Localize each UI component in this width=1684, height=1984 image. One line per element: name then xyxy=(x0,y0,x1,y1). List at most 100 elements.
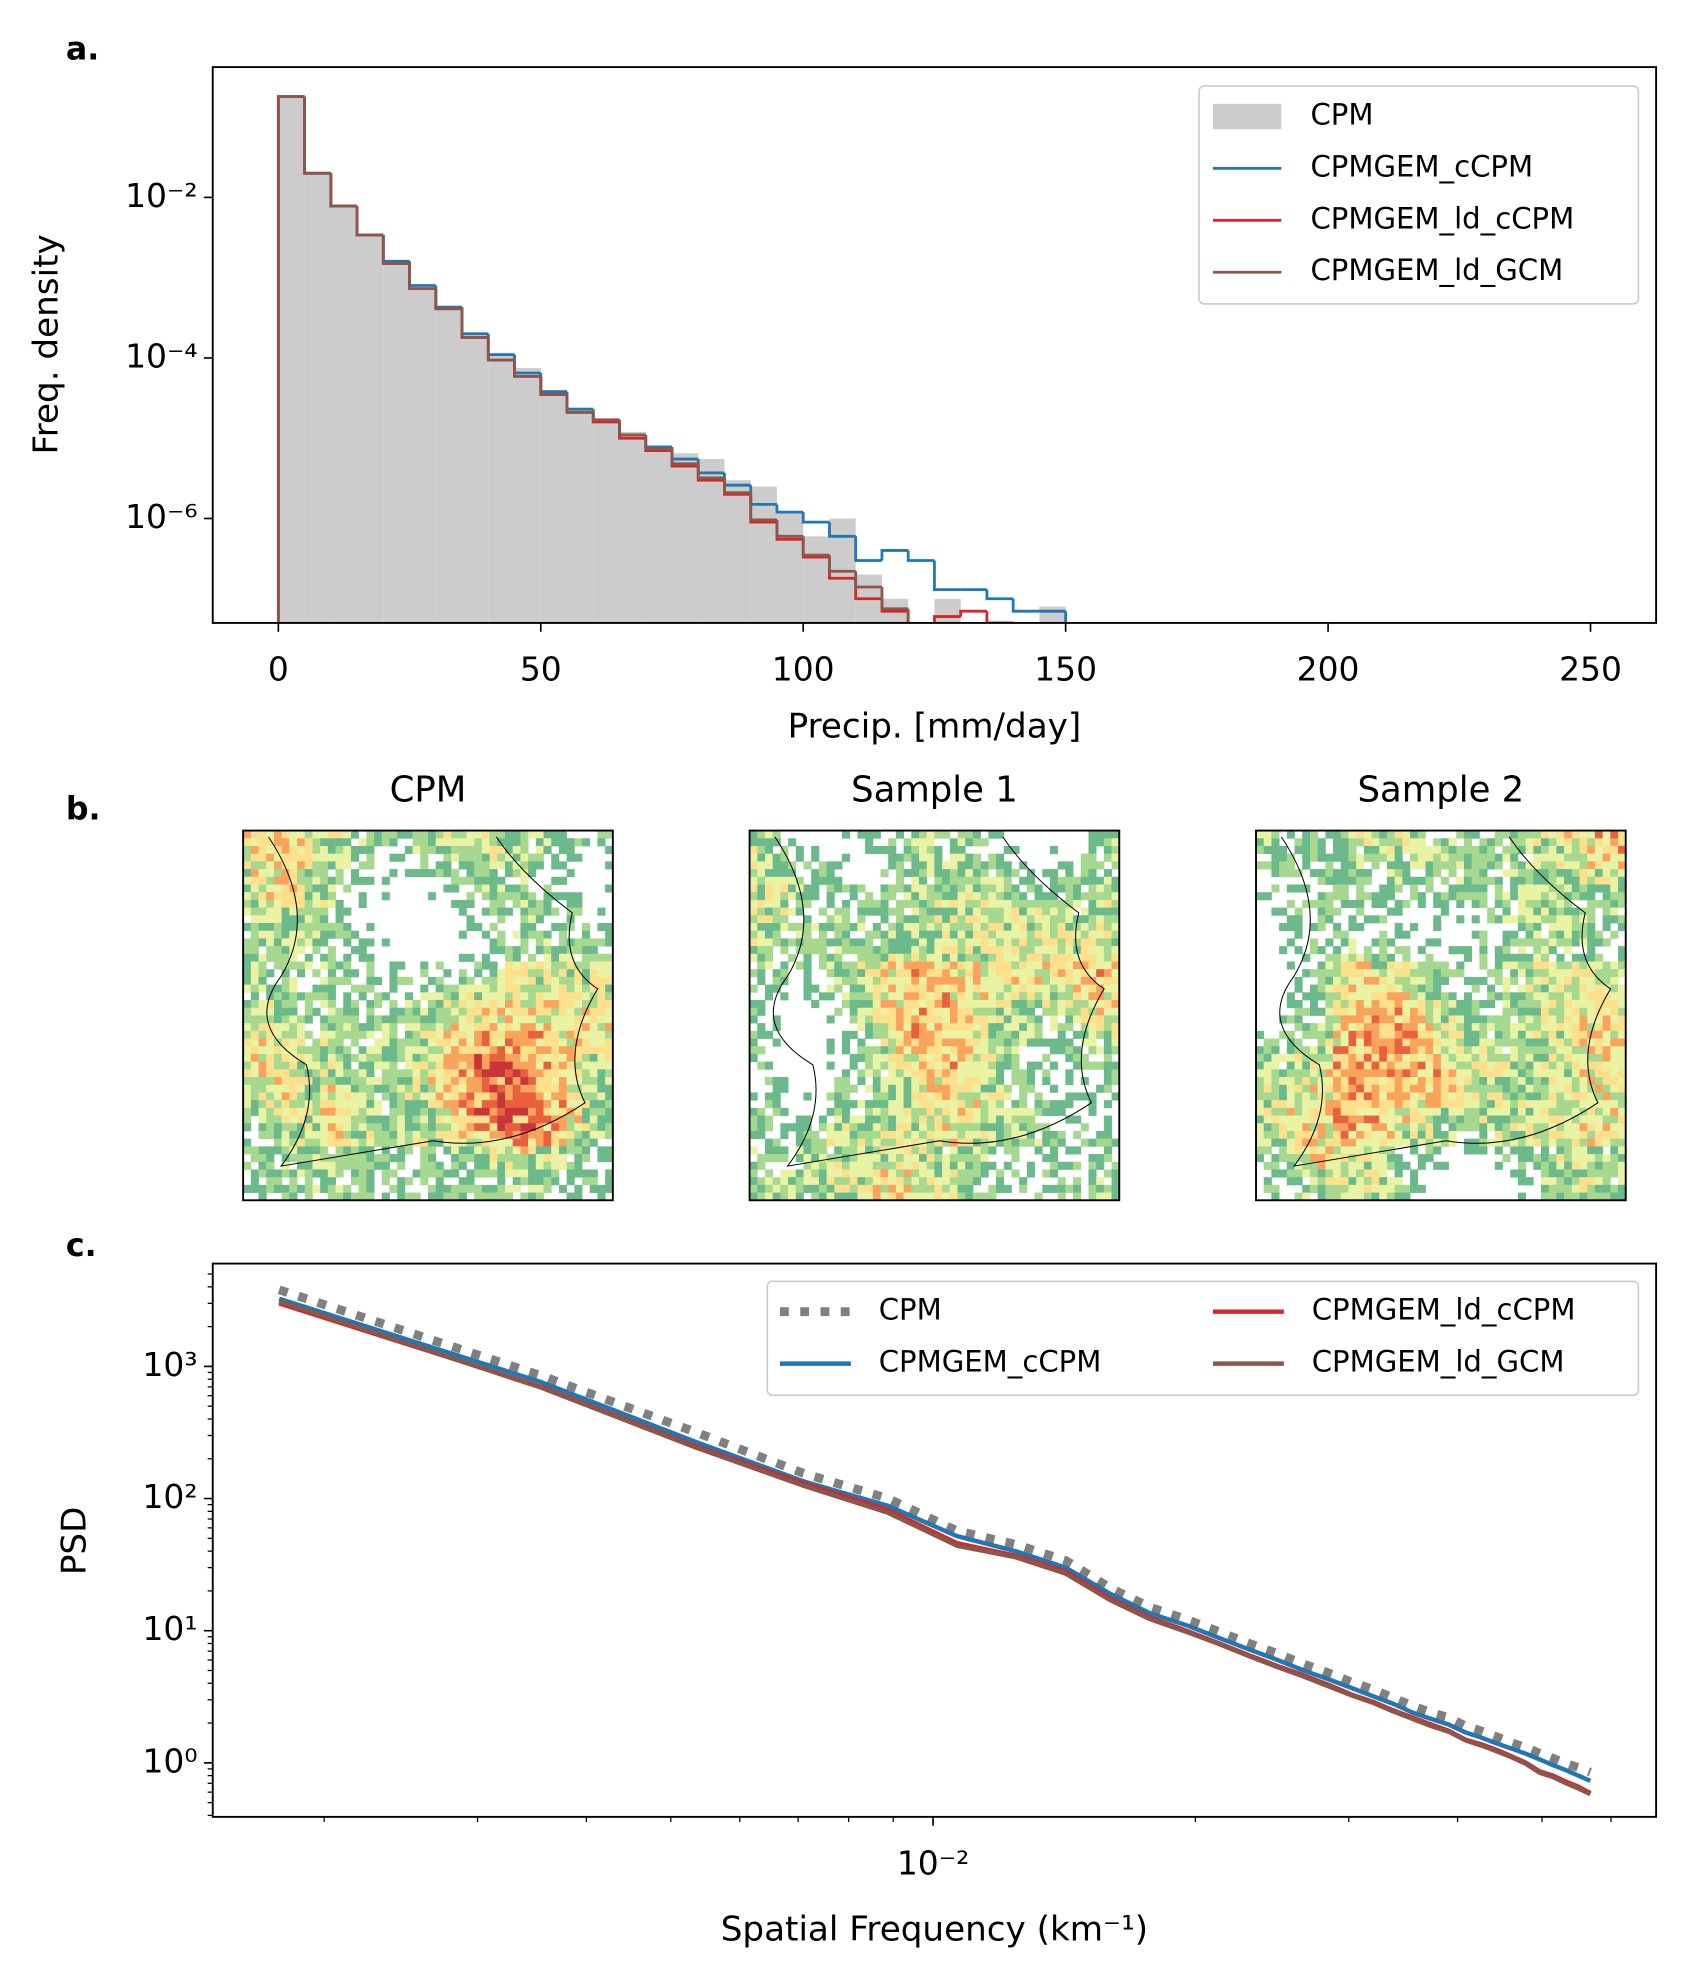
map-cell xyxy=(1034,884,1043,893)
map-cell xyxy=(451,1192,460,1201)
map-cell xyxy=(489,1084,498,1093)
map-cell xyxy=(872,1007,881,1016)
map-cell xyxy=(1026,969,1035,978)
map-cell xyxy=(474,984,483,993)
map-cell xyxy=(1302,1007,1311,1016)
map-cell xyxy=(1333,845,1342,855)
map-cell xyxy=(1463,953,1473,962)
map-cell xyxy=(1111,876,1120,885)
map-cell xyxy=(258,969,267,978)
map-cell xyxy=(842,1069,851,1078)
map-cell xyxy=(1410,976,1419,985)
map-cell xyxy=(589,1023,598,1032)
map-cell xyxy=(1340,992,1349,1001)
map-cell xyxy=(1448,892,1457,901)
map-cell xyxy=(1309,1069,1319,1078)
hist-step xyxy=(408,261,436,287)
map-cell xyxy=(512,984,521,993)
map-cell xyxy=(1440,1107,1449,1116)
map-cell xyxy=(281,845,290,855)
map-cell xyxy=(551,1154,560,1163)
map-cell xyxy=(780,845,789,855)
map-cell xyxy=(919,853,928,862)
map-cell xyxy=(1263,1123,1272,1132)
map-cell xyxy=(605,938,614,947)
map-cell xyxy=(289,1107,298,1116)
map-cell xyxy=(266,1023,275,1032)
map-cell xyxy=(1379,838,1388,847)
map-cell xyxy=(1394,861,1403,870)
map-cell xyxy=(965,1069,974,1078)
map-cell xyxy=(1073,1046,1082,1055)
map-cell xyxy=(911,830,920,839)
map-cell xyxy=(505,1084,514,1093)
map-cell xyxy=(505,1107,514,1116)
map-cell xyxy=(466,1000,475,1009)
map-cell xyxy=(764,1146,774,1155)
hist-bar xyxy=(567,407,594,623)
map-cell xyxy=(543,961,552,970)
map-cell xyxy=(1433,992,1442,1001)
map-cell xyxy=(1425,1038,1434,1047)
map-cell xyxy=(1294,915,1303,924)
map-cell xyxy=(1471,830,1480,839)
map-cell xyxy=(926,984,935,993)
map-cell xyxy=(1011,1077,1020,1086)
map-cell xyxy=(780,907,789,916)
map-cell xyxy=(481,992,490,1001)
map-cell xyxy=(1011,969,1020,978)
map-cell xyxy=(281,961,290,970)
map-cell xyxy=(1348,861,1357,870)
map-cell xyxy=(888,922,897,932)
map-cell xyxy=(1379,884,1388,893)
map-cell xyxy=(1502,1084,1511,1093)
map-cell xyxy=(795,853,804,862)
map-cell xyxy=(451,1169,460,1178)
map-cell xyxy=(374,1130,383,1140)
map-cell xyxy=(1042,984,1051,993)
map-cell xyxy=(1263,845,1272,855)
map-cell xyxy=(551,876,560,885)
map-cell xyxy=(1433,969,1442,978)
map-cell xyxy=(366,1192,375,1201)
map-cell xyxy=(1433,853,1442,862)
map-cell xyxy=(826,1177,835,1186)
map-cell xyxy=(849,1146,858,1155)
map-cell xyxy=(1317,976,1326,985)
map-cell xyxy=(1279,1069,1288,1078)
map-cell xyxy=(1425,992,1434,1001)
hist-bar xyxy=(462,333,489,623)
map-cell xyxy=(1363,1130,1372,1140)
map-cell xyxy=(1065,1023,1074,1032)
map-cell xyxy=(903,1023,912,1032)
map-cell xyxy=(312,1077,321,1086)
map-cell xyxy=(358,953,367,962)
map-cell xyxy=(919,992,928,1001)
map-cell xyxy=(972,1038,982,1047)
map-cell xyxy=(934,1115,943,1124)
map-cell xyxy=(1394,845,1403,855)
map-cell xyxy=(582,938,591,947)
map-cell xyxy=(849,1161,858,1170)
map-cell xyxy=(1371,1100,1380,1109)
map-cell xyxy=(1463,1046,1473,1055)
map-cell xyxy=(957,1169,966,1178)
map-cell xyxy=(389,838,398,847)
map-cell xyxy=(1096,969,1105,978)
map-cell xyxy=(857,992,866,1001)
map-cell xyxy=(489,961,498,970)
map-cell xyxy=(996,938,1005,947)
map-cell xyxy=(1309,1161,1319,1170)
map-cell xyxy=(474,1007,483,1016)
map-cell xyxy=(1294,1092,1303,1101)
map-cell xyxy=(420,1154,429,1163)
map-cell xyxy=(605,1069,614,1078)
map-cell xyxy=(1340,884,1349,893)
map-cell xyxy=(834,1161,843,1170)
map-cell xyxy=(942,946,951,955)
map-cell xyxy=(849,1000,858,1009)
map-cell xyxy=(374,1015,383,1024)
map-cell xyxy=(1080,946,1089,955)
map-cell xyxy=(926,845,935,855)
map-cell xyxy=(273,876,283,885)
